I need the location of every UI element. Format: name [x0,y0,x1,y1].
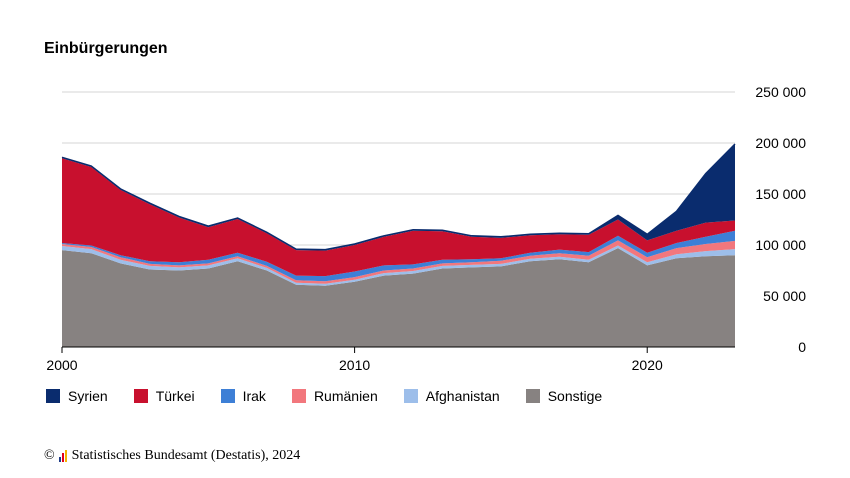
legend-label-sonstige: Sonstige [547,388,603,404]
total-outline [61,143,736,251]
y-tick-label-0: 0 [798,339,806,355]
legend-swatch-rumaenien [291,389,306,403]
legend-swatch-afghanistan [403,389,418,403]
legend-swatch-tuerkei [133,389,148,403]
x-tick-label-2000: 2000 [46,357,77,373]
y-tick-label-1: 50 000 [763,288,806,304]
area-tuerkei [62,158,735,277]
x-tick-label-2020: 2020 [632,357,663,373]
legend-item-tuerkei[interactable]: Türkei [133,388,195,404]
credit-text: Statistisches Bundesamt (Destatis), 2024 [71,448,301,463]
y-tick-label-2: 100 000 [755,237,806,253]
legend-item-afghanistan[interactable]: Afghanistan [403,388,500,404]
y-tick-label-4: 200 000 [755,135,806,151]
destatis-logo-icon [58,450,68,462]
legend-label-tuerkei: Türkei [155,388,195,404]
legend-swatch-sonstige [525,389,540,403]
source-credit: © Statistisches Bundesamt (Destatis), 20… [44,448,300,464]
legend-swatch-syrien [46,389,60,403]
y-tick-label-3: 150 000 [755,186,806,202]
legend-label-syrien: Syrien [68,388,108,404]
legend-item-syrien[interactable]: Syrien [46,388,108,404]
legend-item-sonstige[interactable]: Sonstige [525,388,603,404]
chart-legend: Syrien Türkei Irak Rumänien Afghanistan Sonst… [46,388,628,404]
legend-item-rumaenien[interactable]: Rumänien [291,388,378,404]
copyright-symbol: © [44,448,55,463]
legend-label-afghanistan: Afghanistan [425,388,500,404]
legend-label-rumaenien: Rumänien [313,388,378,404]
legend-item-irak[interactable]: Irak [220,388,266,404]
area-sonstige [62,248,735,347]
y-tick-label-5: 250 000 [755,84,806,100]
legend-swatch-irak [220,389,235,403]
legend-label-irak: Irak [242,388,266,404]
chart-title: Einbürgerungen [44,40,168,57]
x-tick-label-2010: 2010 [339,357,370,373]
